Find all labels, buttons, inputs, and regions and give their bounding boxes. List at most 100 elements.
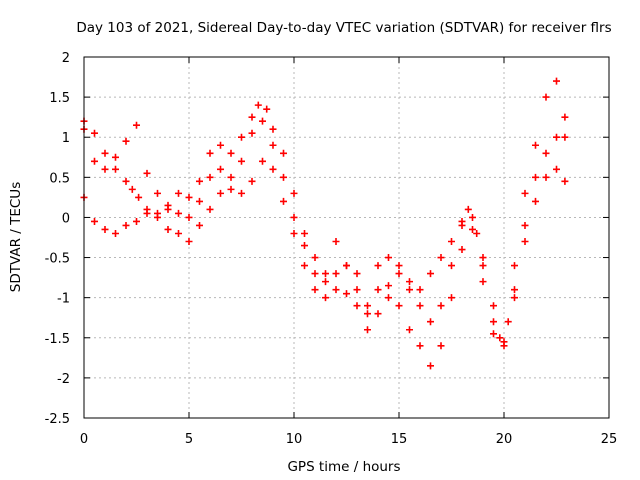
data-point [473, 229, 481, 237]
data-point [101, 149, 109, 157]
data-point [469, 225, 476, 233]
data-point [458, 221, 466, 229]
data-point [301, 262, 308, 270]
data-point [395, 302, 403, 310]
data-point [353, 270, 361, 278]
data-point [521, 238, 529, 246]
data-point [301, 229, 308, 237]
data-point [406, 286, 413, 294]
data-point [406, 278, 413, 286]
data-point [332, 286, 340, 294]
data-point [437, 342, 445, 350]
data-point [322, 294, 329, 302]
series-3 [80, 157, 569, 370]
data-point [217, 141, 224, 149]
data-point [290, 189, 298, 197]
data-point [154, 213, 161, 221]
data-point [280, 149, 287, 157]
data-point [427, 362, 434, 370]
data-point [542, 93, 550, 101]
data-point [504, 318, 512, 326]
data-point [322, 270, 329, 278]
data-point [206, 173, 214, 181]
data-point [248, 129, 256, 137]
data-point [248, 113, 256, 121]
data-point [364, 310, 371, 318]
data-point [122, 137, 130, 145]
data-point [206, 149, 214, 157]
data-point [427, 318, 434, 326]
data-point [374, 262, 382, 270]
y-tick-label: 1 [62, 131, 70, 146]
data-point [91, 157, 98, 165]
data-points [80, 77, 569, 370]
data-point [290, 229, 298, 237]
y-tick-label: -0.5 [45, 252, 70, 267]
data-point [343, 290, 350, 298]
data-point [101, 165, 109, 173]
data-point [143, 209, 151, 217]
data-point [395, 262, 403, 270]
data-point [248, 177, 256, 185]
y-tick-label: -2 [57, 372, 70, 387]
data-point [280, 197, 287, 205]
data-point [185, 193, 193, 201]
data-point [553, 133, 560, 141]
data-point [269, 141, 277, 149]
data-point [448, 238, 455, 246]
data-point [175, 189, 182, 197]
y-tick-label: 2 [62, 51, 70, 66]
y-tick-labels: -2.5 -2 -1.5 -1 -0.5 0 0.5 1 1.5 2 [45, 51, 70, 427]
data-point [553, 77, 560, 85]
y-tick-label: 1.5 [49, 91, 70, 106]
data-point [427, 270, 434, 278]
data-point [322, 278, 329, 286]
data-point [532, 141, 539, 149]
data-point [311, 286, 319, 294]
data-point [196, 221, 203, 229]
data-point [490, 330, 497, 338]
data-point [374, 310, 382, 318]
x-tick-label: 15 [391, 432, 408, 447]
data-point [185, 213, 193, 221]
data-point [561, 177, 569, 185]
data-point [196, 197, 203, 205]
series-1 [80, 77, 569, 342]
data-point [479, 254, 487, 262]
data-point [175, 229, 182, 237]
y-axis-label: SDTVAR / TECUs [8, 182, 24, 292]
y-tick-label: 0 [62, 211, 70, 226]
data-point [164, 205, 172, 213]
x-tick-label: 20 [496, 432, 513, 447]
data-point [227, 185, 235, 193]
data-point [164, 225, 172, 233]
plot-frame [83, 56, 610, 419]
data-point [112, 153, 119, 161]
y-tick-label: 0.5 [49, 171, 70, 186]
data-point [385, 254, 392, 262]
data-point [437, 254, 445, 262]
data-point [112, 229, 119, 237]
data-point [458, 246, 466, 254]
data-point [290, 213, 298, 221]
data-point [259, 157, 266, 165]
data-point [511, 286, 518, 294]
data-point [154, 189, 161, 197]
data-point [448, 294, 455, 302]
data-point [91, 129, 98, 137]
data-point [521, 189, 529, 197]
y-tick-label: -1.5 [45, 332, 70, 347]
data-point [269, 165, 277, 173]
data-point [469, 213, 476, 221]
data-point [542, 149, 550, 157]
data-point [416, 342, 424, 350]
data-point [269, 125, 277, 133]
data-point [185, 238, 193, 246]
data-point [553, 165, 560, 173]
x-tick-label: 25 [601, 432, 618, 447]
data-point [227, 149, 235, 157]
data-point [406, 326, 413, 334]
data-point [374, 286, 382, 294]
